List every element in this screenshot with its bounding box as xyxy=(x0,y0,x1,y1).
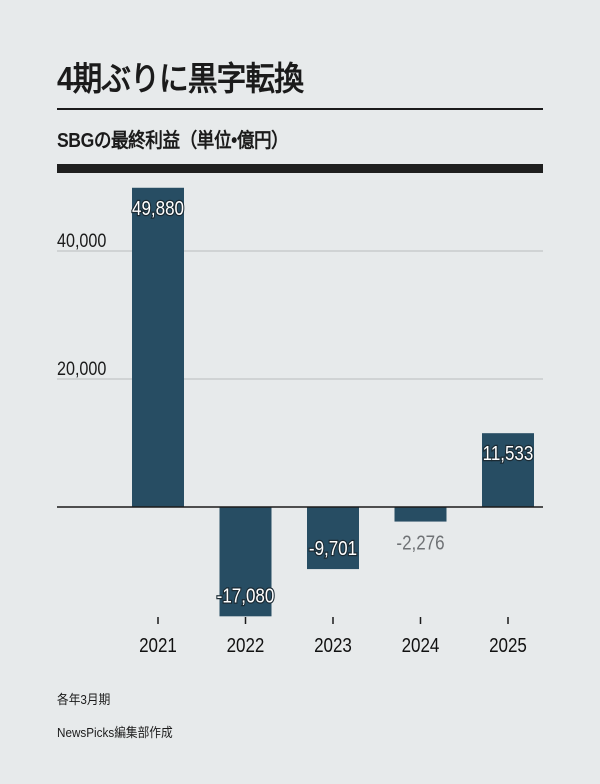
x-tick-label: 2024 xyxy=(402,634,440,657)
bar xyxy=(219,507,272,617)
chart-subtitle: SBGの最終利益（単位•億円） xyxy=(57,130,289,152)
x-tick-label: 2023 xyxy=(314,634,352,657)
y-tick-label: 20,000 xyxy=(57,358,107,380)
y-tick-label: 40,000 xyxy=(57,230,107,252)
value-label: -17,080 xyxy=(217,584,275,607)
bar xyxy=(132,187,184,507)
x-tick-label: 2021 xyxy=(139,634,177,657)
bar xyxy=(394,507,447,522)
fiscal-note: 各年3月期 xyxy=(57,692,111,707)
bar xyxy=(307,507,359,570)
value-label: 11,533 xyxy=(483,442,534,465)
bar xyxy=(482,433,534,507)
source-note: NewsPicks編集部作成 xyxy=(57,725,173,740)
x-tick-label: 2025 xyxy=(489,634,527,657)
x-tick-label: 2022 xyxy=(227,634,265,657)
header-bar xyxy=(57,164,543,173)
value-label: -2,276 xyxy=(396,531,444,554)
value-label: 49,880 xyxy=(132,196,184,219)
title-divider xyxy=(57,108,543,110)
value-label: -9,701 xyxy=(309,537,357,560)
chart-title: 4期ぶりに黒字転換 xyxy=(57,60,304,97)
